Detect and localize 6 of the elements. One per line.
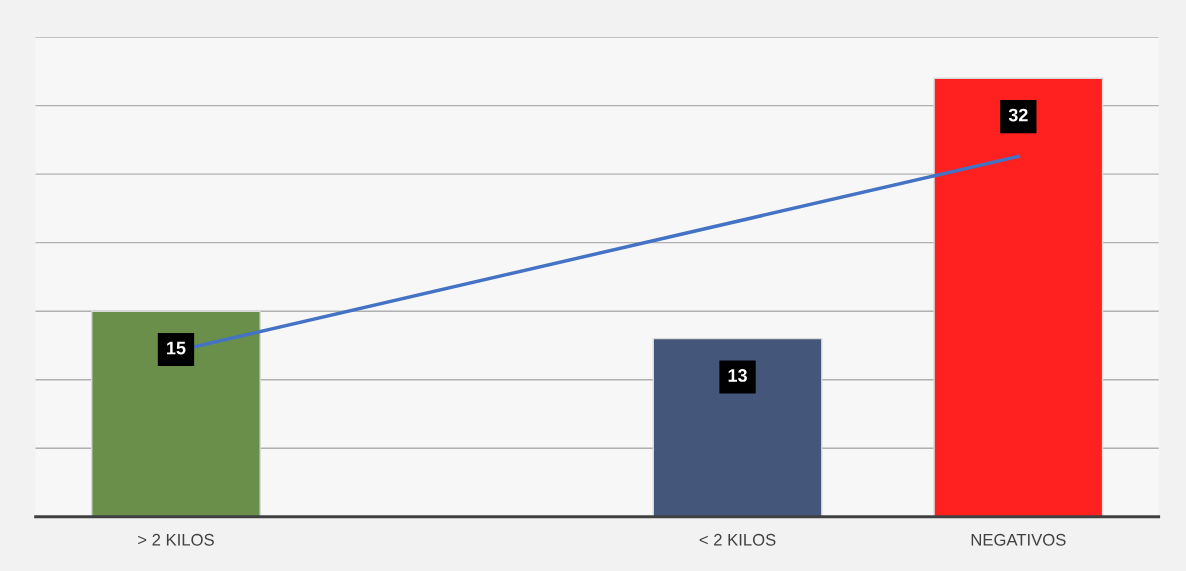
data-label: 32 [1008, 108, 1028, 122]
x-tick-label: < 2 KILOS [699, 533, 776, 546]
data-label: 13 [728, 369, 747, 382]
data-label: 15 [167, 341, 186, 355]
x-tick-label: > 2 KILOS [138, 533, 214, 546]
x-tick-label: NEGATIVOS [971, 533, 1066, 546]
